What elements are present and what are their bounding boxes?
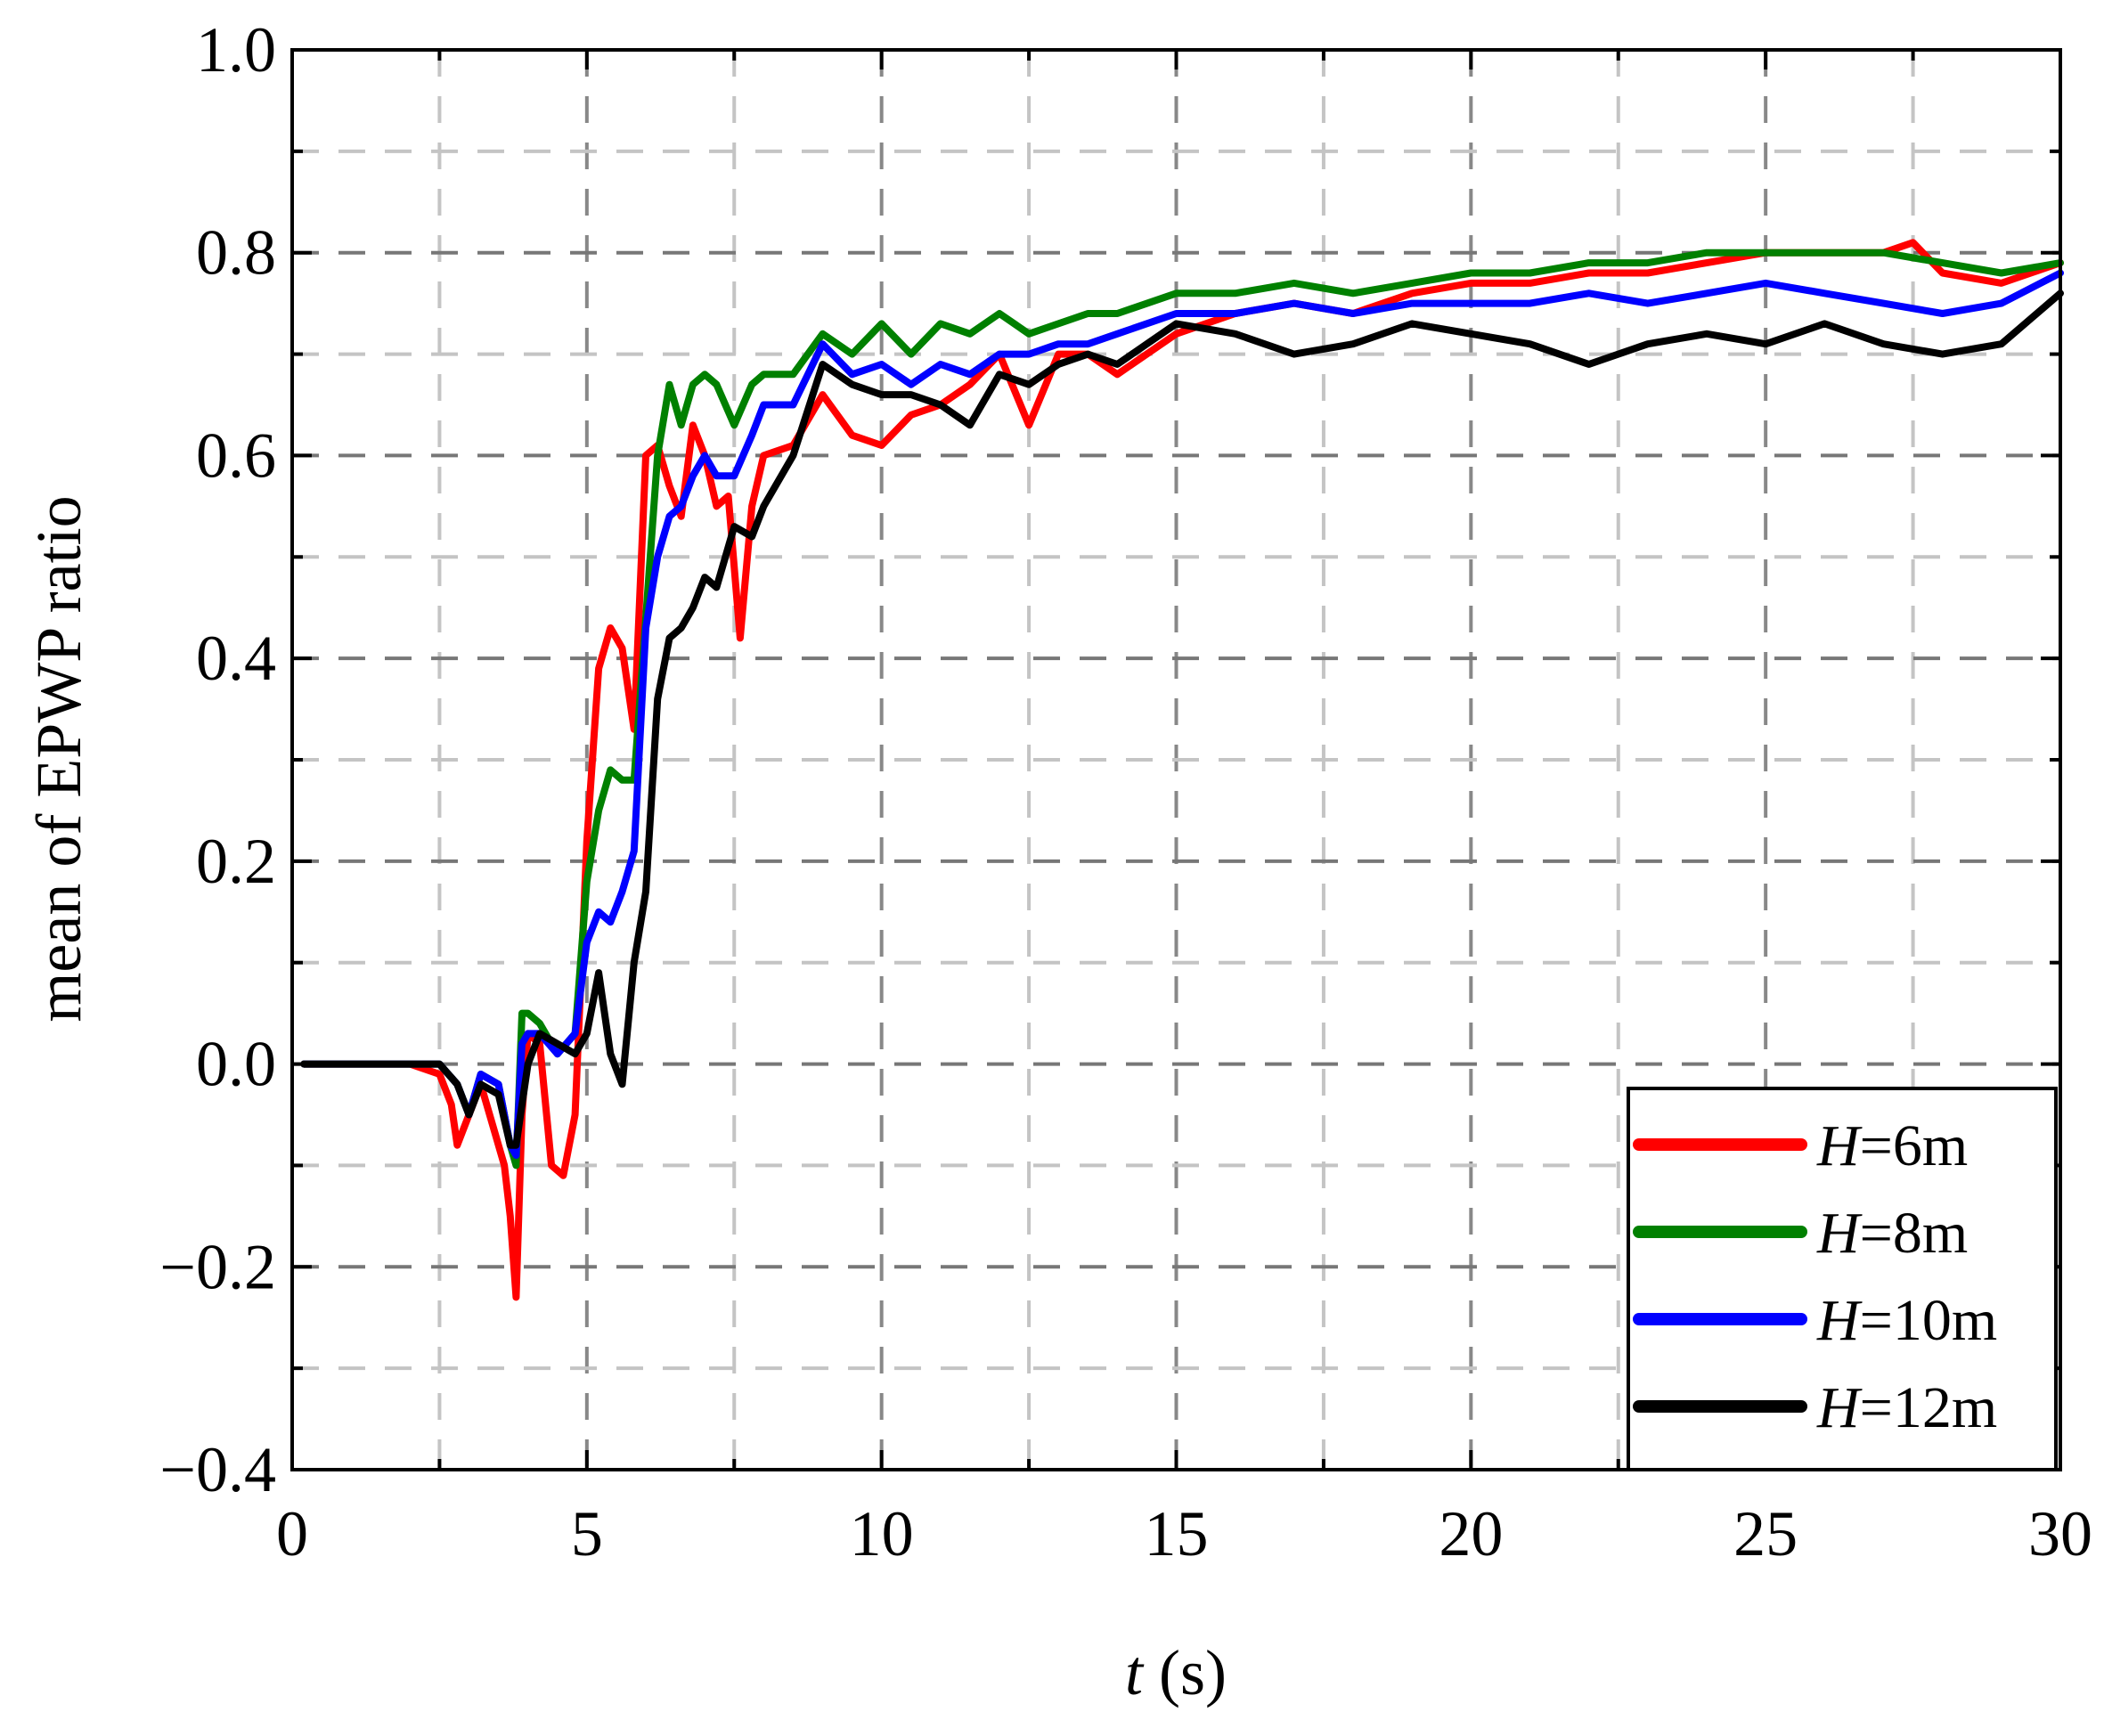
y-tick-label: 0.0 [196, 1029, 276, 1100]
x-tick-label: 0 [276, 1498, 308, 1569]
series-line-10m [300, 269, 2064, 1159]
x-tick-label: 10 [850, 1498, 914, 1569]
x-tick-label: 5 [571, 1498, 603, 1569]
axis-ticks [290, 48, 2062, 1471]
legend-label: H=12m [1816, 1375, 1997, 1440]
y-tick-label: 0.6 [196, 420, 276, 491]
x-tick-label: 20 [1439, 1498, 1503, 1569]
x-tick-labels: 0 5 10 15 20 25 30 [276, 1498, 2092, 1569]
x-axis-title: t (s) [1125, 1637, 1227, 1708]
y-tick-label: 0.2 [196, 826, 276, 897]
legend-label: H=10m [1816, 1288, 1997, 1353]
y-tick-label: −0.2 [159, 1231, 276, 1302]
y-tick-label: −0.4 [159, 1434, 276, 1505]
legend: H=6m H=8m H=10m H=12m [1627, 1087, 2058, 1471]
x-tick-label: 30 [2028, 1498, 2092, 1569]
series-line-12m [300, 289, 2064, 1149]
y-tick-labels: 1.0 0.8 0.6 0.4 0.2 0.0 −0.2 −0.4 [159, 14, 276, 1505]
series-line-6m [300, 239, 2064, 1301]
y-tick-label: 0.4 [196, 623, 276, 694]
legend-label: H=8m [1816, 1201, 1968, 1266]
y-axis-title: mean of EPWP ratio [23, 495, 94, 1022]
y-tick-label: 1.0 [196, 14, 276, 86]
y-tick-label: 0.8 [196, 217, 276, 289]
x-tick-label: 25 [1733, 1498, 1798, 1569]
legend-label: H=6m [1816, 1113, 1968, 1178]
series-lines [300, 239, 2064, 1301]
x-tick-label: 15 [1145, 1498, 1209, 1569]
